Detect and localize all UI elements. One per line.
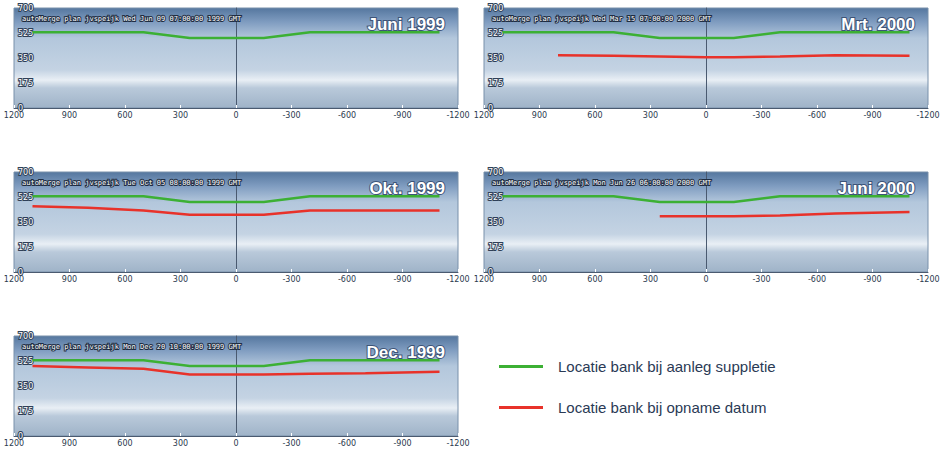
svg-text:Mrt. 2000: Mrt. 2000	[841, 15, 915, 34]
svg-text:-900: -900	[393, 111, 411, 120]
svg-text:700: 700	[488, 4, 503, 13]
svg-text:350: 350	[18, 218, 33, 227]
svg-text:175: 175	[488, 79, 503, 88]
svg-text:600: 600	[587, 111, 602, 120]
svg-text:700: 700	[18, 332, 33, 341]
svg-text:autoMerge plan jvspeijk Mon De: autoMerge plan jvspeijk Mon Dec 20 10:00…	[22, 343, 242, 351]
svg-text:0: 0	[18, 267, 24, 277]
svg-text:1200: 1200	[4, 111, 24, 120]
svg-text:-600: -600	[808, 275, 826, 284]
svg-text:-600: -600	[338, 275, 356, 284]
svg-text:900: 900	[532, 111, 547, 120]
svg-text:300: 300	[173, 439, 188, 448]
svg-text:1200: 1200	[474, 111, 494, 120]
svg-text:175: 175	[18, 79, 33, 88]
svg-text:300: 300	[173, 111, 188, 120]
svg-text:350: 350	[18, 382, 33, 391]
svg-text:525: 525	[18, 29, 33, 38]
svg-text:350: 350	[488, 218, 503, 227]
svg-text:-1200: -1200	[916, 275, 939, 284]
svg-text:-900: -900	[863, 275, 881, 284]
svg-text:300: 300	[643, 111, 658, 120]
svg-text:Locatie bank bij aanleg supple: Locatie bank bij aanleg suppletie	[558, 358, 776, 375]
svg-text:-1200: -1200	[446, 111, 469, 120]
svg-text:-300: -300	[752, 275, 770, 284]
svg-text:-300: -300	[282, 439, 300, 448]
svg-text:-1200: -1200	[446, 275, 469, 284]
svg-text:Okt. 1999: Okt. 1999	[369, 179, 445, 198]
svg-text:Juni 1999: Juni 1999	[368, 15, 446, 34]
svg-text:-1200: -1200	[446, 439, 469, 448]
svg-text:-600: -600	[338, 111, 356, 120]
svg-text:autoMerge plan jvspeijk Wed Ma: autoMerge plan jvspeijk Wed Mar 15 07:00…	[492, 15, 712, 23]
svg-text:175: 175	[18, 243, 33, 252]
svg-text:900: 900	[62, 439, 77, 448]
svg-text:0: 0	[233, 439, 238, 448]
svg-text:-300: -300	[282, 111, 300, 120]
svg-text:900: 900	[62, 275, 77, 284]
svg-text:-900: -900	[393, 275, 411, 284]
svg-text:1200: 1200	[4, 439, 24, 448]
svg-text:525: 525	[488, 29, 503, 38]
svg-text:0: 0	[233, 275, 238, 284]
svg-text:-1200: -1200	[916, 111, 939, 120]
svg-text:-300: -300	[282, 275, 300, 284]
svg-text:autoMerge plan jvspeijk Wed Ju: autoMerge plan jvspeijk Wed Jun 09 07:00…	[22, 15, 242, 23]
svg-text:600: 600	[117, 111, 132, 120]
svg-text:-600: -600	[338, 439, 356, 448]
svg-text:0: 0	[488, 267, 494, 277]
svg-text:0: 0	[18, 103, 24, 113]
svg-text:600: 600	[117, 275, 132, 284]
svg-text:-300: -300	[752, 111, 770, 120]
svg-text:900: 900	[532, 275, 547, 284]
svg-text:525: 525	[18, 193, 33, 202]
svg-text:0: 0	[488, 103, 494, 113]
svg-text:700: 700	[18, 168, 33, 177]
svg-text:525: 525	[488, 193, 503, 202]
svg-text:Juni 2000: Juni 2000	[838, 179, 916, 198]
svg-text:-600: -600	[808, 111, 826, 120]
svg-text:1200: 1200	[4, 275, 24, 284]
svg-text:525: 525	[18, 357, 33, 366]
svg-text:-900: -900	[863, 111, 881, 120]
svg-text:700: 700	[18, 4, 33, 13]
svg-text:600: 600	[587, 275, 602, 284]
svg-text:175: 175	[488, 243, 503, 252]
svg-text:300: 300	[643, 275, 658, 284]
svg-text:autoMerge plan jvspeijk Mon Ju: autoMerge plan jvspeijk Mon Jun 26 06:00…	[492, 179, 712, 187]
svg-text:300: 300	[173, 275, 188, 284]
svg-text:Dec. 1999: Dec. 1999	[367, 343, 445, 362]
svg-text:autoMerge plan jvspeijk Tue Oc: autoMerge plan jvspeijk Tue Oct 05 08:00…	[22, 179, 242, 187]
svg-text:1200: 1200	[474, 275, 494, 284]
svg-text:0: 0	[233, 111, 238, 120]
svg-text:350: 350	[18, 54, 33, 63]
svg-text:350: 350	[488, 54, 503, 63]
svg-text:0: 0	[703, 111, 708, 120]
svg-text:900: 900	[62, 111, 77, 120]
svg-text:700: 700	[488, 168, 503, 177]
svg-text:-900: -900	[393, 439, 411, 448]
svg-text:0: 0	[703, 275, 708, 284]
svg-text:Locatie bank bij opname datum: Locatie bank bij opname datum	[558, 399, 766, 416]
svg-text:600: 600	[117, 439, 132, 448]
svg-text:175: 175	[18, 407, 33, 416]
svg-text:0: 0	[18, 431, 24, 441]
